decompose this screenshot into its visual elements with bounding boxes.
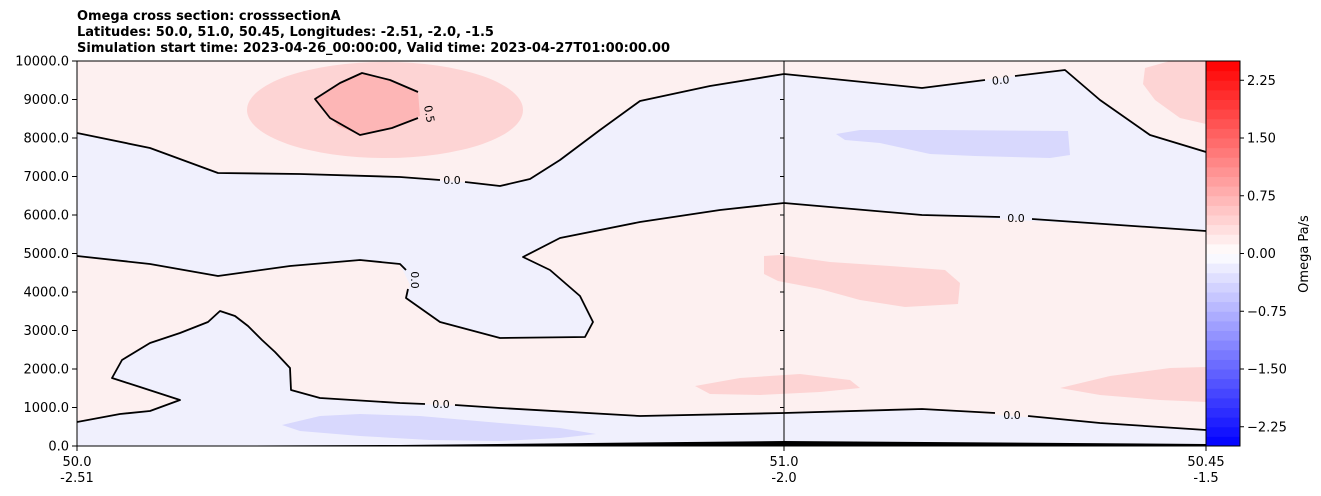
- colorbar-band: [1206, 349, 1240, 360]
- y-tick-label: 1000.0: [24, 401, 70, 416]
- colorbar-band: [1206, 186, 1240, 197]
- colorbar-band: [1206, 301, 1240, 312]
- contour-label-upper-left: 0.0: [443, 174, 461, 187]
- colorbar-band: [1206, 253, 1240, 264]
- colorbar-band: [1206, 234, 1240, 245]
- colorbar-band: [1206, 243, 1240, 254]
- contour-label-upper-right: 0.0: [991, 73, 1010, 87]
- colorbar-band: [1206, 272, 1240, 283]
- colorbar-band: [1206, 311, 1240, 322]
- positive-blob-low-mid: [695, 374, 860, 395]
- contour-label-middle-left: 0.0: [408, 271, 421, 289]
- middle-positive-region: [77, 203, 1206, 446]
- y-tick-label: 5000.0: [24, 247, 70, 262]
- y-tick-label: 2000.0: [24, 363, 70, 378]
- colorbar-band: [1206, 118, 1240, 129]
- colorbar-band: [1206, 89, 1240, 100]
- colorbar-band: [1206, 157, 1240, 168]
- colorbar-band: [1206, 340, 1240, 351]
- negative-blob-bottom: [282, 414, 596, 441]
- y-tick-label: 0.0: [48, 440, 69, 455]
- colorbar-band: [1206, 320, 1240, 331]
- contour-line-zero-lower: [77, 310, 1206, 431]
- y-tick-label: 4000.0: [24, 286, 70, 301]
- y-tick-label: 8000.0: [24, 132, 70, 147]
- chart-title-block: Omega cross section: crosssectionA Latit…: [77, 9, 670, 57]
- colorbar: 2.25 1.50 0.75 0.00 −0.75 −1.50 −2.25: [1205, 60, 1287, 447]
- colorbar-band: [1206, 359, 1240, 370]
- chart-title-line-1: Omega cross section: crosssectionA: [77, 9, 341, 24]
- x-tick-longitude: -1.5: [1193, 471, 1218, 486]
- contour-label-middle-right: 0.0: [1007, 212, 1025, 225]
- positive-blob-mid-right: [764, 255, 960, 307]
- middle-ticks: [780, 60, 784, 447]
- colorbar-band: [1206, 292, 1240, 303]
- colorbar-band: [1206, 282, 1240, 293]
- y-tick-label: 3000.0: [24, 324, 70, 339]
- y-tick-label: 10000.0: [15, 55, 69, 70]
- colorbar-band: [1206, 330, 1240, 341]
- colorbar-band: [1206, 128, 1240, 139]
- colorbar-band: [1206, 195, 1240, 206]
- contour-line-zero-upper: [77, 69, 1206, 187]
- colorbar-band: [1206, 407, 1240, 418]
- x-tick-latitude: 50.45: [1187, 455, 1224, 470]
- colorbar-band: [1206, 369, 1240, 380]
- contour-label-top: 0.5: [421, 104, 437, 123]
- colorbar-band: [1206, 436, 1240, 447]
- chart-title-line-2: Latitudes: 50.0, 51.0, 50.45, Longitudes…: [77, 25, 494, 40]
- chart-title-line-3: Simulation start time: 2023-04-26_00:00:…: [77, 41, 670, 56]
- colorbar-tick-label: 1.50: [1247, 132, 1276, 147]
- colorbar-tick-label: −1.50: [1247, 363, 1287, 378]
- colorbar-band: [1206, 388, 1240, 399]
- y-tick-label: 6000.0: [24, 209, 70, 224]
- x-axis: 50.0-2.51 51.0-2.0 50.45-1.5: [60, 446, 1225, 486]
- contour-label-lower-right: 0.0: [1003, 409, 1021, 422]
- colorbar-band: [1206, 109, 1240, 120]
- colorbar-label: Omega Pa/s: [1297, 215, 1312, 293]
- colorbar-band: [1206, 166, 1240, 177]
- colorbar-tick-label: −0.75: [1247, 305, 1287, 320]
- colorbar-band: [1206, 138, 1240, 149]
- colorbar-band: [1206, 70, 1240, 81]
- colorbar-band: [1206, 378, 1240, 389]
- positive-blob-top-right: [1143, 61, 1206, 124]
- x-tick-latitude: 51.0: [770, 455, 799, 470]
- colorbar-band: [1206, 99, 1240, 110]
- colorbar-band: [1206, 61, 1240, 72]
- colorbar-band: [1206, 205, 1240, 216]
- positive-blob-low-right: [1060, 367, 1206, 402]
- colorbar-tick-label: 0.75: [1247, 189, 1276, 204]
- colorbar-band: [1206, 426, 1240, 437]
- plot-area: 0.5 0.0 0.0 0.0 0.0 0.0 0.0: [77, 61, 1206, 446]
- colorbar-band: [1206, 80, 1240, 91]
- terrain-shape: [77, 441, 1206, 446]
- colorbar-band: [1206, 176, 1240, 187]
- contour-line-top-positive: [314, 72, 419, 136]
- y-axis: 0.0 1000.0 2000.0 3000.0 4000.0 5000.0 6000.0 7…: [15, 55, 77, 455]
- colorbar-band: [1206, 215, 1240, 226]
- x-tick-longitude: -2.0: [771, 471, 796, 486]
- colorbar-tick-label: 2.25: [1247, 74, 1276, 89]
- y-tick-label: 7000.0: [24, 170, 70, 185]
- x-tick-latitude: 50.0: [63, 455, 92, 470]
- colorbar-band: [1206, 147, 1240, 158]
- contour-label-lower-left: 0.0: [432, 398, 450, 411]
- colorbar-tick-label: −2.25: [1247, 420, 1287, 435]
- colorbar-band: [1206, 397, 1240, 408]
- x-tick-longitude: -2.51: [60, 471, 94, 486]
- colorbar-tick-label: 0.00: [1247, 247, 1276, 262]
- negative-blob-upper-right: [836, 130, 1070, 158]
- colorbar-band: [1206, 263, 1240, 274]
- colorbar-band: [1206, 417, 1240, 428]
- contour-line-zero-middle: [77, 202, 1206, 339]
- y-tick-label: 9000.0: [24, 93, 70, 108]
- colorbar-band: [1206, 224, 1240, 235]
- positive-core-top: [315, 73, 420, 135]
